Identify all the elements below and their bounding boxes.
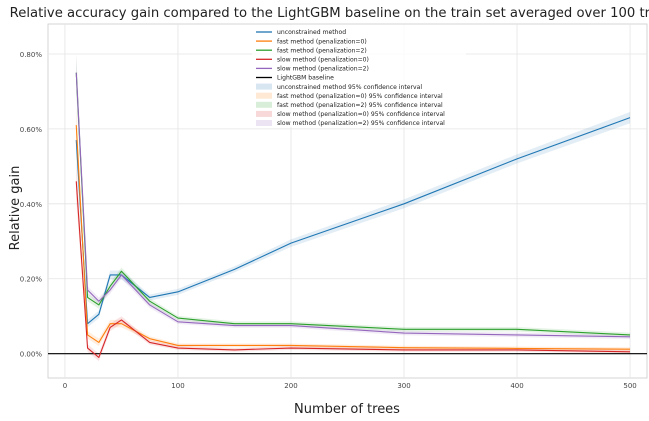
confidence-band [76, 112, 631, 328]
x-tick-label: 400 [510, 382, 523, 390]
legend-band-swatch [256, 92, 272, 99]
x-axis-label: Number of trees [294, 402, 400, 417]
legend-label: fast method (penalization=2) 95% confide… [277, 102, 443, 109]
series-line [75, 181, 631, 358]
legend-label: fast method (penalization=0) [277, 38, 367, 45]
legend-label: slow method (penalization=2) [277, 66, 369, 73]
y-tick-label: 0.20% [20, 276, 43, 284]
legend-label: slow method (penalization=0) [277, 57, 369, 64]
legend-label: LightGBM baseline [277, 75, 334, 82]
y-tick-label: 0.00% [20, 351, 43, 359]
series-line [75, 72, 631, 336]
legend-label: fast method (penalization=2) [277, 47, 367, 54]
legend-band-swatch [256, 83, 272, 90]
x-tick-label: 0 [63, 382, 67, 390]
legend-label: unconstrained method [277, 29, 346, 36]
x-tick-label: 300 [397, 382, 410, 390]
legend-box [252, 25, 466, 128]
legend: unconstrained method fast method (penaliz… [252, 25, 466, 127]
y-tick-label: 0.80% [20, 51, 43, 59]
series-line [75, 72, 631, 338]
legend-label: slow method (penalization=2) 95% confide… [277, 120, 445, 127]
y-axis-label: Relative gain [8, 166, 23, 251]
legend-label: unconstrained method 95% confidence inte… [277, 84, 422, 91]
confidence-band [76, 106, 631, 352]
x-tick-label: 200 [284, 382, 297, 390]
legend-band-swatch [256, 101, 272, 108]
series-line [75, 125, 631, 350]
x-tick-label: 100 [171, 382, 184, 390]
y-tick-label: 0.40% [20, 201, 43, 209]
legend-label: fast method (penalization=0) 95% confide… [277, 93, 443, 100]
y-tick-label: 0.60% [20, 126, 43, 134]
legend-band-swatch [256, 120, 272, 126]
legend-band-swatch [256, 110, 272, 117]
legend-label: slow method (penalization=0) 95% confide… [277, 111, 445, 118]
chart-title: Relative accuracy gain compared to the L… [10, 6, 649, 21]
series-line [75, 117, 631, 325]
x-tick-label: 500 [623, 382, 636, 390]
